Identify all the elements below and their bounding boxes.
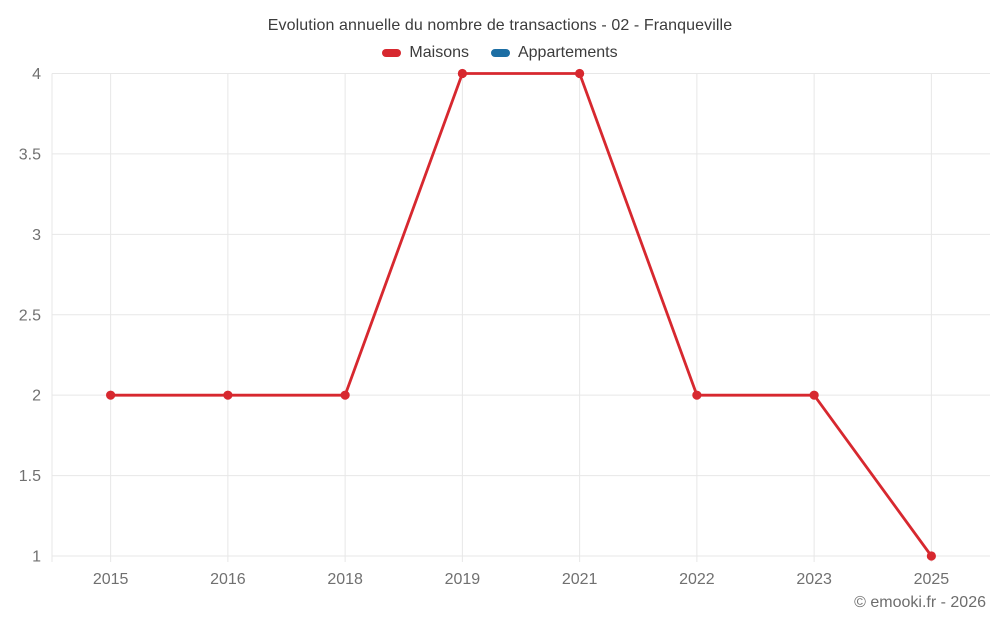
x-tick-label: 2025: [914, 571, 950, 588]
data-point-maisons-2016[interactable]: [223, 390, 233, 400]
y-tick-label: 3.5: [19, 146, 41, 163]
data-point-maisons-2019[interactable]: [457, 68, 467, 79]
y-tick-label: 1: [32, 549, 41, 566]
data-point-maisons-2022[interactable]: [692, 390, 702, 400]
chart-title: Evolution annuelle du nombre de transact…: [267, 17, 733, 34]
x-tick-label: 2015: [93, 571, 129, 588]
x-tick-label: 2023: [796, 571, 832, 588]
x-tick-label: 2021: [562, 571, 598, 588]
legend-item-maisons[interactable]: Maisons: [382, 44, 469, 62]
x-tick-label: 2019: [445, 571, 481, 588]
x-tick-label: 2018: [327, 571, 363, 588]
x-tick-label: 2016: [210, 571, 246, 588]
x-tick-label: 2022: [679, 571, 715, 588]
legend-item-appartements[interactable]: Appartements: [490, 44, 618, 62]
chart-legend: Maisons Appartements: [0, 44, 1000, 62]
data-point-maisons-2021[interactable]: [575, 68, 585, 79]
legend-label: Maisons: [409, 44, 469, 61]
y-tick-label: 2.5: [19, 307, 41, 324]
series-line-maisons: [109, 72, 933, 558]
legend-swatch-maisons: [382, 49, 402, 57]
watermark: © emooki.fr - 2026: [854, 594, 986, 611]
data-point-maisons-2018[interactable]: [340, 390, 350, 400]
data-point-maisons-2015[interactable]: [106, 390, 116, 400]
data-point-maisons-2025[interactable]: [926, 551, 936, 561]
y-tick-label: 4: [32, 66, 41, 83]
y-tick-label: 3: [32, 227, 41, 244]
y-tick-label: 2: [32, 388, 41, 405]
legend-swatch-appartements: [490, 49, 510, 57]
legend-label: Appartements: [517, 44, 618, 61]
y-tick-label: 1.5: [19, 468, 41, 485]
data-point-maisons-2023[interactable]: [809, 390, 819, 400]
